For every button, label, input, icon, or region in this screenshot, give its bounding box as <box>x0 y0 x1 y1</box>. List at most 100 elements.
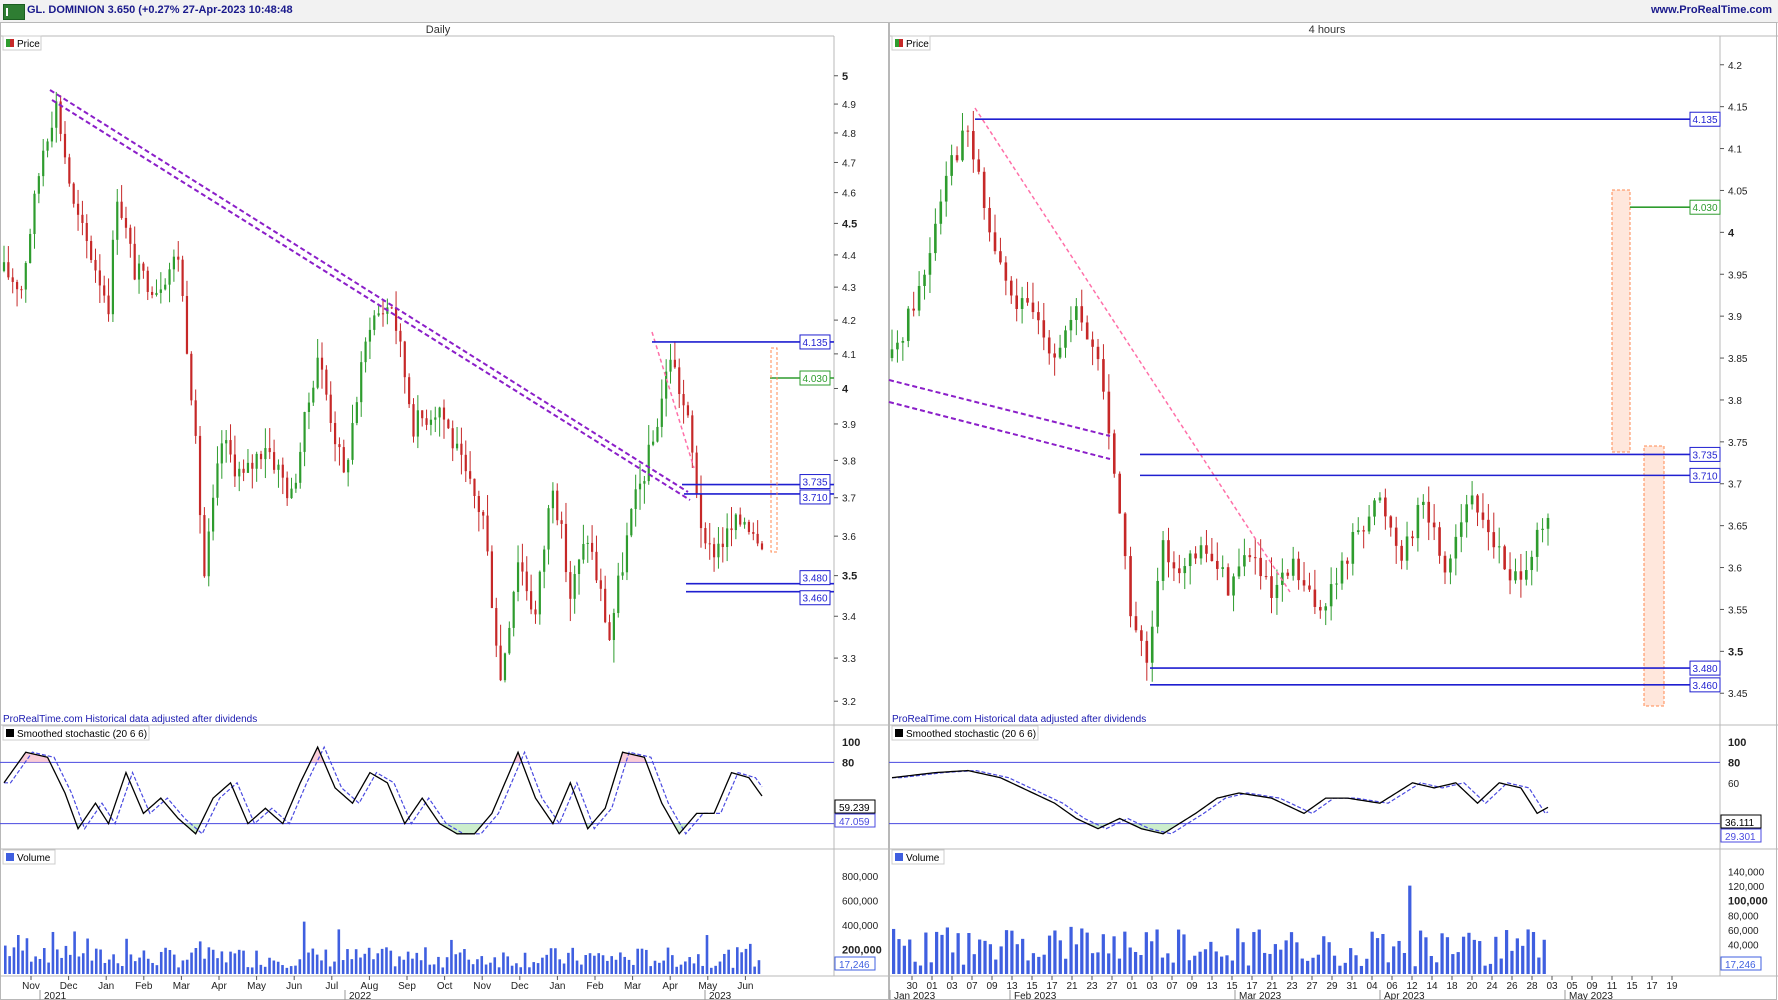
volume-bar <box>38 958 42 974</box>
h-vol-tick: 120,000 <box>1728 882 1765 893</box>
volume-bar <box>276 961 280 974</box>
daily-title: Daily <box>426 24 451 36</box>
h-xtick-label: 04 <box>1366 981 1378 992</box>
daily-price-legend: Price <box>2 35 42 51</box>
volume-bar <box>967 933 971 974</box>
candle <box>656 418 659 443</box>
volume-bar <box>168 950 172 974</box>
volume-bar <box>1257 929 1261 974</box>
candle <box>1091 331 1094 366</box>
candle <box>1178 554 1181 584</box>
volume-bar <box>51 931 55 974</box>
chart-area[interactable]: Daily 4 hours 4.1354.0303.7353.7103.4803… <box>0 22 1778 1000</box>
volume-bar <box>653 960 657 974</box>
candle <box>1199 536 1203 565</box>
h-level-label: 4.135 <box>1692 115 1717 126</box>
volume-bar <box>1429 956 1433 974</box>
volume-bar <box>1263 952 1267 974</box>
h-vol-tick: 60,000 <box>1728 926 1759 937</box>
candle <box>120 185 123 220</box>
h4-price-legend: Price <box>891 35 931 51</box>
volume-bar <box>1160 957 1165 974</box>
candle <box>416 395 419 449</box>
candle <box>142 261 145 279</box>
volume-bar <box>450 939 453 974</box>
volume-bar <box>978 939 982 974</box>
d-vol-tick: 800,000 <box>842 872 879 883</box>
volume-bar <box>1284 940 1288 974</box>
volume-bar <box>528 967 531 974</box>
candle <box>338 437 341 466</box>
h-xtick-label: 21 <box>1066 981 1078 992</box>
candle <box>1313 569 1317 615</box>
website-link[interactable]: www.ProRealTime.com <box>1650 4 1772 16</box>
candle <box>564 502 568 583</box>
candle <box>1535 522 1539 572</box>
volume-bar <box>1504 930 1509 974</box>
candle <box>1188 550 1192 585</box>
volume-bar <box>1176 929 1181 974</box>
h-xtick-label: 03 <box>1546 981 1558 992</box>
volume-bar <box>320 960 323 974</box>
volume-bar <box>311 948 315 974</box>
candle <box>499 624 502 682</box>
d-stoch-k-line <box>3 745 763 835</box>
volume-bar <box>671 955 674 974</box>
d-xtick-label: Oct <box>437 981 453 992</box>
candle <box>999 237 1002 265</box>
volume-bar <box>1171 962 1175 974</box>
candle <box>469 451 472 485</box>
d-ytick-label: 4.3 <box>842 283 856 294</box>
candle <box>373 310 376 336</box>
volume-bar <box>1042 954 1046 974</box>
candle <box>543 545 546 589</box>
candle <box>1248 547 1252 562</box>
d-xtick-label: Feb <box>586 981 604 992</box>
candle <box>1020 286 1024 324</box>
candle <box>229 424 232 463</box>
volume-bar <box>1467 932 1471 974</box>
volume-bar <box>86 938 89 974</box>
candle <box>146 266 149 301</box>
volume-bar <box>1322 936 1326 974</box>
candle <box>1026 281 1029 306</box>
h-level-box <box>1689 677 1721 693</box>
h-xtick-label: 17 <box>1646 981 1658 992</box>
candle <box>137 254 141 294</box>
candle <box>1373 498 1376 526</box>
candle <box>259 450 263 470</box>
candle <box>268 428 271 460</box>
candle <box>988 197 991 242</box>
candle <box>1221 555 1225 578</box>
candle <box>434 406 437 433</box>
volume-bar <box>645 949 648 974</box>
candle <box>212 484 215 541</box>
candle <box>1172 551 1176 582</box>
h-ytick-label: 3.8 <box>1728 396 1742 407</box>
volume-bar <box>983 940 987 974</box>
volume-bar <box>1037 956 1041 974</box>
volume-bar <box>1268 953 1272 974</box>
volume-bar <box>1166 953 1170 974</box>
volume-bar <box>892 928 896 974</box>
d-xtick-label: Jan <box>98 981 114 992</box>
candle <box>1053 343 1056 376</box>
daily-price-legend-label: Price <box>17 39 40 50</box>
h-stoch-oversold-fill <box>892 823 1548 834</box>
volume-bar <box>1472 939 1476 974</box>
volume-bar <box>571 947 575 974</box>
volume-bar <box>554 948 557 974</box>
volume-bar <box>935 931 939 974</box>
volume-bar <box>1435 962 1439 974</box>
volume-bar <box>1424 937 1428 974</box>
d-vol-tick: 200,000 <box>842 945 882 957</box>
candle <box>743 517 746 529</box>
top-bar: GL. DOMINION 3.650 (+0.27% 27-Apr-2023 1… <box>0 0 1778 23</box>
volume-bar <box>107 959 111 974</box>
d-xtick-label: Jul <box>325 981 338 992</box>
candle <box>1438 521 1441 564</box>
volume-bar <box>710 967 713 974</box>
h4-volume-legend: Volume <box>891 849 945 865</box>
candle <box>159 272 162 304</box>
